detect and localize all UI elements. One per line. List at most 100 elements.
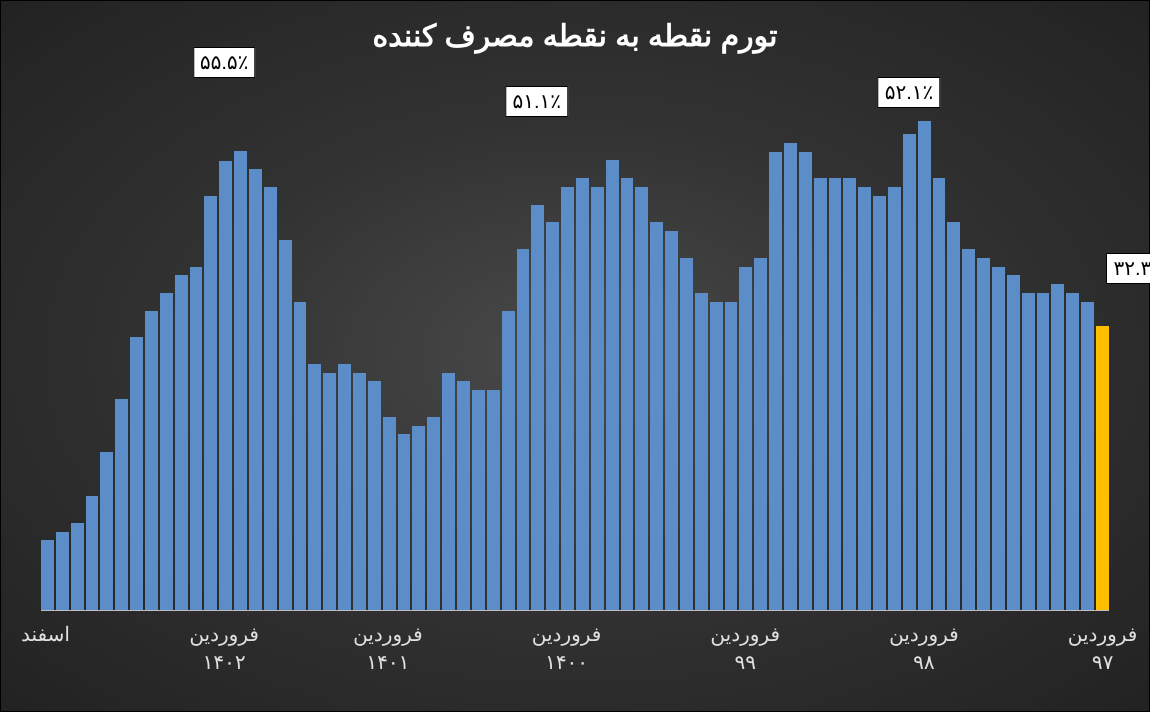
bar: [294, 302, 307, 611]
x-tick-line1: فروردین: [532, 624, 602, 646]
bar: [1037, 293, 1050, 611]
x-tick-label: فروردین ۹۹: [710, 621, 780, 677]
bar: [279, 240, 292, 611]
bar: [323, 373, 336, 612]
bar: [947, 222, 960, 611]
bar: [145, 311, 158, 611]
bar: [487, 390, 500, 611]
bar: [814, 178, 827, 611]
bar: [502, 311, 515, 611]
bar: [517, 249, 530, 611]
bar: [621, 178, 634, 611]
bar: [1051, 284, 1064, 611]
bar: [398, 434, 411, 611]
bar: [338, 364, 351, 611]
chart-stage: تورم نقطه به نقطه مصرف کننده ۵۲.۱٪۵۱.۱٪۵…: [0, 0, 1150, 712]
bar: [427, 417, 440, 611]
bars-container: [41, 81, 1109, 611]
bar: [829, 178, 842, 611]
bar: [977, 258, 990, 611]
bar: [576, 178, 589, 611]
bar: [531, 205, 544, 611]
bar: [784, 143, 797, 611]
bar: [933, 178, 946, 611]
x-tick-line1: فروردین: [710, 624, 780, 646]
bar: [308, 364, 321, 611]
bar: [918, 121, 931, 611]
bar: [769, 152, 782, 611]
bar: [1022, 293, 1035, 611]
bar: [650, 222, 663, 611]
bar: [710, 302, 723, 611]
bar: [234, 151, 247, 611]
bar: [353, 373, 366, 612]
x-labels: فروردین۹۷فروردین۹۸فروردین۹۹فروردین۱۴۰۰فر…: [41, 621, 1109, 701]
bar: [546, 222, 559, 611]
callout: ۵۵.۵٪: [193, 47, 256, 78]
bar: [175, 275, 188, 611]
bar: [368, 381, 381, 611]
x-tick-label: اسفند: [21, 621, 70, 649]
bar: [873, 196, 886, 611]
x-tick-label: فروردین ۱۴۰۰: [532, 621, 602, 677]
bar: [695, 293, 708, 611]
bar: [754, 258, 767, 611]
bar: [680, 258, 693, 611]
bar: [665, 231, 678, 611]
bar: [219, 161, 232, 612]
callout: ۳۲.۳٪: [1106, 253, 1150, 284]
x-axis-line: [41, 610, 1109, 611]
callout: ۵۲.۱٪: [878, 77, 941, 108]
bar: [130, 337, 143, 611]
x-tick-line1: اسفند: [21, 624, 70, 646]
x-tick-line2: ۱۴۰۲: [189, 649, 259, 677]
bar: [1066, 293, 1079, 611]
bar: [115, 399, 128, 611]
bar: [41, 540, 54, 611]
bar: [903, 134, 916, 611]
x-tick-label: فروردین ۱۴۰۱: [353, 621, 423, 677]
x-tick-line1: فروردین: [353, 624, 423, 646]
bar: [843, 178, 856, 611]
bar: [888, 187, 901, 611]
x-tick-line2: ۱۴۰۰: [532, 649, 602, 677]
bar: [1007, 275, 1020, 611]
bar: [457, 381, 470, 611]
bar: [962, 249, 975, 611]
bar: [56, 532, 69, 612]
bar: [606, 160, 619, 611]
x-tick-line1: فروردین: [889, 624, 959, 646]
bar: [739, 267, 752, 612]
bar: [799, 152, 812, 611]
bar: [992, 267, 1005, 612]
bar: [591, 187, 604, 611]
callout: ۵۱.۱٪: [506, 86, 569, 117]
bar: [858, 187, 871, 611]
bar: [442, 373, 455, 612]
x-tick-label: فروردین ۹۸: [889, 621, 959, 677]
bar: [472, 390, 485, 611]
x-tick-line2: ۹۹: [710, 649, 780, 677]
bar: [635, 187, 648, 611]
plot-area: ۵۲.۱٪۵۱.۱٪۵۵.۵٪۳۲.۳٪: [41, 81, 1109, 611]
bar: [561, 187, 574, 611]
bar: [249, 169, 262, 611]
bar: [1096, 326, 1109, 611]
bar: [725, 302, 738, 611]
bar: [71, 523, 84, 611]
bar: [86, 496, 99, 611]
x-tick-line2: ۹۸: [889, 649, 959, 677]
x-tick-line2: ۹۷: [1068, 649, 1138, 677]
x-tick-line2: ۱۴۰۱: [353, 649, 423, 677]
bar: [412, 426, 425, 612]
x-tick-label: فروردین ۱۴۰۲: [189, 621, 259, 677]
bar: [1081, 302, 1094, 611]
bar: [383, 417, 396, 611]
x-tick-label: فروردین ۹۷: [1068, 621, 1138, 677]
bar: [204, 196, 217, 611]
chart-title: تورم نقطه به نقطه مصرف کننده: [1, 19, 1149, 54]
bar: [160, 293, 173, 611]
x-tick-line1: فروردین: [189, 624, 259, 646]
x-tick-line1: فروردین: [1068, 624, 1138, 646]
bar: [264, 187, 277, 611]
